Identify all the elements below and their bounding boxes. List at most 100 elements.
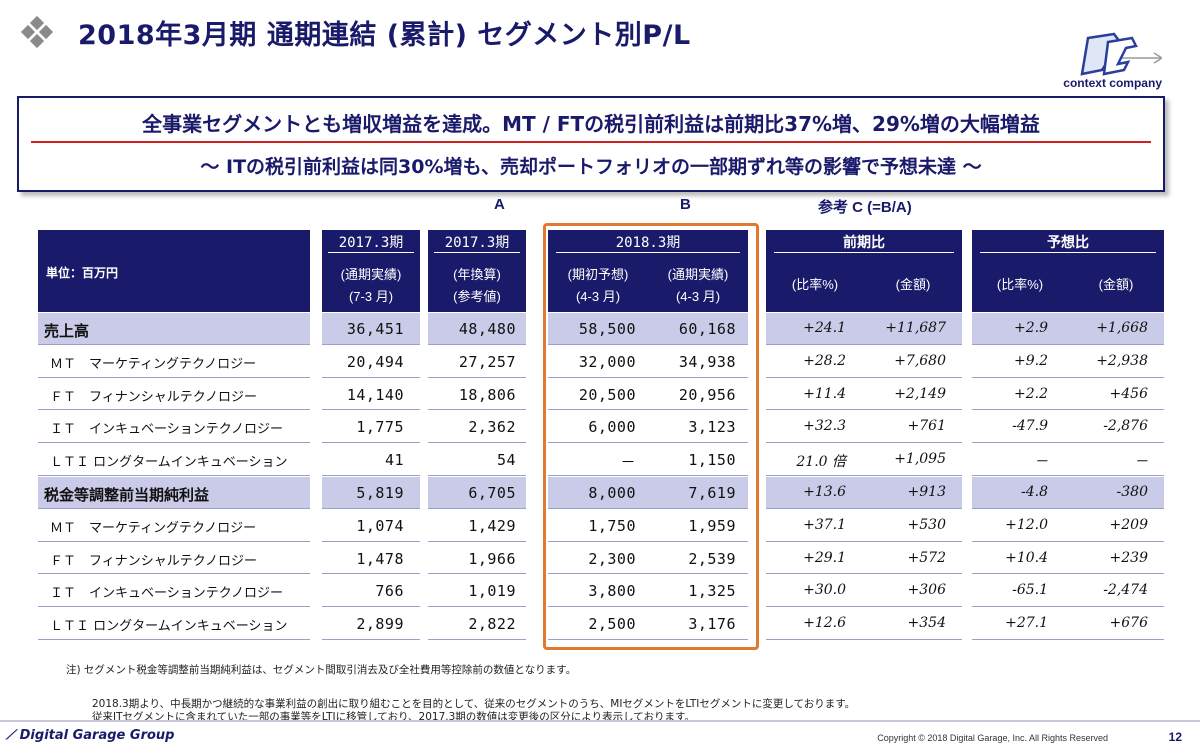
table-cell: 2,822	[468, 615, 516, 634]
col2-sub1: (年換算)	[453, 267, 501, 282]
yoy-top: 前期比	[843, 234, 885, 250]
table-cell: +37.1	[803, 516, 846, 533]
table-cell: +306	[907, 582, 946, 599]
row-divider	[428, 409, 526, 411]
table-cell: +24.1	[803, 320, 846, 336]
table-cell: 41	[384, 451, 404, 470]
row-divider	[322, 442, 420, 444]
table-cell: +12.0	[1005, 516, 1048, 533]
table-cell: +30.0	[803, 582, 846, 599]
row-label: ＩＴ インキュベーションテクノロジー	[50, 586, 283, 602]
table-cell: -4.8	[1021, 484, 1048, 500]
table-cell: +2,938	[1096, 352, 1148, 369]
col1-top: 2017.3期	[338, 235, 404, 251]
col3-top: 2018.3期	[615, 235, 681, 251]
table-cell: 48,480	[458, 320, 516, 338]
table-cell: 32,000	[578, 352, 636, 371]
table-cell: 1,150	[688, 451, 736, 470]
highlight-2018-box	[543, 223, 759, 650]
header-col-2017-actual: 2017.3期 (通期実績) (7-3 月)	[322, 230, 420, 312]
table-cell: －	[1134, 454, 1148, 471]
summary-underline	[31, 141, 1151, 143]
row-divider	[38, 343, 310, 345]
table-cell: 6,705	[468, 484, 516, 502]
row-divider	[766, 639, 962, 640]
row-band	[972, 313, 1164, 344]
row-label: ＩＴ インキュベーションテクノロジー	[50, 422, 283, 438]
col1-sub1: (通期実績)	[340, 267, 402, 282]
row-band	[972, 477, 1164, 508]
table-cell: 2,899	[356, 615, 404, 634]
table-cell: +456	[1109, 385, 1148, 402]
fc-amt-label: (金額)	[1098, 277, 1134, 292]
table-cell: +1,668	[1096, 320, 1148, 336]
row-band	[548, 313, 748, 344]
table-cell: －	[1034, 454, 1048, 471]
column-letter-b: B	[680, 196, 691, 213]
row-divider	[322, 376, 420, 378]
table-cell: 2,362	[468, 418, 516, 437]
row-divider	[322, 639, 420, 640]
table-cell: +29.1	[803, 549, 846, 566]
row-label: ＭＴ マーケティングテクノロジー	[50, 356, 257, 372]
row-divider	[766, 606, 962, 608]
col1-sub2: (7-3 月)	[348, 289, 394, 304]
row-divider	[428, 639, 526, 640]
table-cell: 20,500	[578, 385, 636, 404]
row-band	[428, 477, 526, 508]
row-divider	[548, 639, 748, 640]
table-cell: +9.2	[1014, 352, 1048, 369]
table-cell: 60,168	[678, 320, 736, 338]
table-cell: +530	[907, 516, 946, 533]
table-cell: 1,325	[688, 582, 736, 601]
row-divider	[322, 343, 420, 345]
row-divider	[766, 475, 962, 476]
row-divider	[548, 540, 748, 542]
row-band	[766, 313, 962, 344]
row-divider	[322, 573, 420, 575]
row-divider	[38, 639, 310, 640]
table-cell: +28.2	[803, 352, 846, 369]
table-cell: 20,956	[678, 385, 736, 404]
row-label: 税金等調整前当期純利益	[44, 486, 210, 504]
footer-company-name: Digital Garage Group	[19, 728, 175, 743]
diamond-bullet-icon	[20, 15, 54, 49]
row-divider	[38, 540, 310, 542]
table-cell: +7,680	[894, 352, 946, 369]
table-cell: 7,619	[688, 484, 736, 502]
yoy-amt-label: (金額)	[895, 277, 931, 292]
row-divider	[548, 475, 748, 476]
note-2: 2018.3期より、中長期かつ継続的な事業利益の創出に取り組むことを目的として、…	[92, 698, 856, 710]
table-cell: -2,876	[1103, 418, 1148, 435]
row-divider	[548, 606, 748, 608]
table-cell: 766	[375, 582, 404, 601]
row-divider	[38, 376, 310, 378]
row-band	[38, 313, 310, 344]
fc-top: 予想比	[1047, 234, 1089, 250]
table-cell: +676	[1109, 615, 1148, 632]
table-cell: -380	[1116, 484, 1148, 500]
row-divider	[972, 507, 1164, 509]
row-divider	[972, 475, 1164, 476]
table-cell: 1,959	[688, 516, 736, 535]
summary-box: 全事業セグメントとも増収増益を達成。MT / FTの税引前利益は前期比37%増、…	[17, 96, 1165, 192]
table-cell: 3,123	[688, 418, 736, 437]
table-cell: 36,451	[346, 320, 404, 338]
fc-pct-label: (比率%)	[996, 277, 1044, 292]
table-cell: 54	[496, 451, 516, 470]
row-divider	[38, 475, 310, 476]
copyright-text: Copyright © 2018 Digital Garage, Inc. Al…	[877, 733, 1108, 743]
row-label: ＭＴ マーケティングテクノロジー	[50, 520, 257, 536]
row-divider	[428, 507, 526, 509]
row-divider	[972, 606, 1164, 608]
table-cell: 34,938	[678, 352, 736, 371]
table-cell: 20,494	[346, 352, 404, 371]
table-cell: +11,687	[885, 320, 946, 336]
yoy-pct-label: (比率%)	[791, 277, 839, 292]
summary-subline: ～ ITの税引前利益は同30%増も、売却ポートフォリオの一部期ずれ等の影響で予想…	[200, 156, 982, 178]
table-cell: +239	[1109, 549, 1148, 566]
row-divider	[38, 507, 310, 509]
row-divider	[766, 573, 962, 575]
table-cell: 3,176	[688, 615, 736, 634]
table-cell: +761	[907, 418, 946, 435]
